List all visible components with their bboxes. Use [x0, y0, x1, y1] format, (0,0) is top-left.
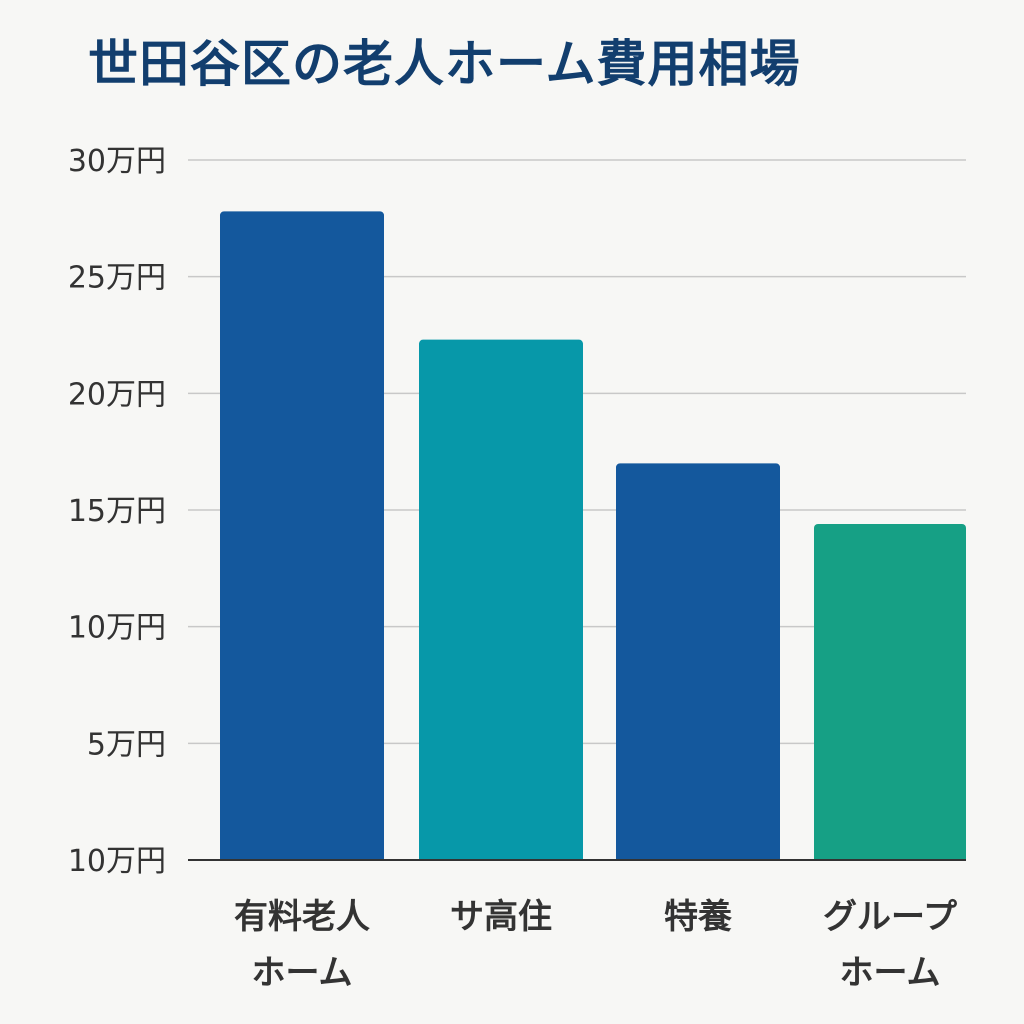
bar-base-1	[220, 854, 384, 860]
bar-3	[616, 463, 780, 860]
x-category-label: ホーム	[252, 953, 353, 993]
y-tick-label: 15万円	[68, 494, 166, 529]
chart-title: 世田谷区の老人ホーム費用相場	[88, 35, 801, 93]
bar-2	[419, 339, 583, 861]
y-tick-label: 20万円	[68, 377, 166, 412]
y-tick-label: 10万円	[68, 611, 166, 646]
y-tick-label: 30万円	[68, 144, 166, 179]
bar-base-2	[419, 854, 583, 860]
bars	[220, 211, 966, 861]
bar-4	[814, 524, 966, 860]
x-category-label: グループ	[823, 897, 957, 937]
y-tick-label: 5万円	[87, 727, 166, 762]
y-axis-ticks: 10万円 5万円 10万円 15万円 20万円 25万円 30万円	[68, 144, 166, 879]
bar-base-4	[814, 854, 966, 860]
bar-1	[220, 211, 384, 861]
y-tick-label: 25万円	[68, 261, 166, 296]
x-category-label: ホーム	[840, 953, 941, 993]
x-category-label: 有料老人	[234, 897, 370, 937]
x-category-label: サ高住	[450, 897, 552, 937]
x-category-label: 特養	[664, 897, 732, 937]
y-tick-label: 10万円	[68, 844, 166, 879]
bar-base-3	[616, 854, 780, 860]
